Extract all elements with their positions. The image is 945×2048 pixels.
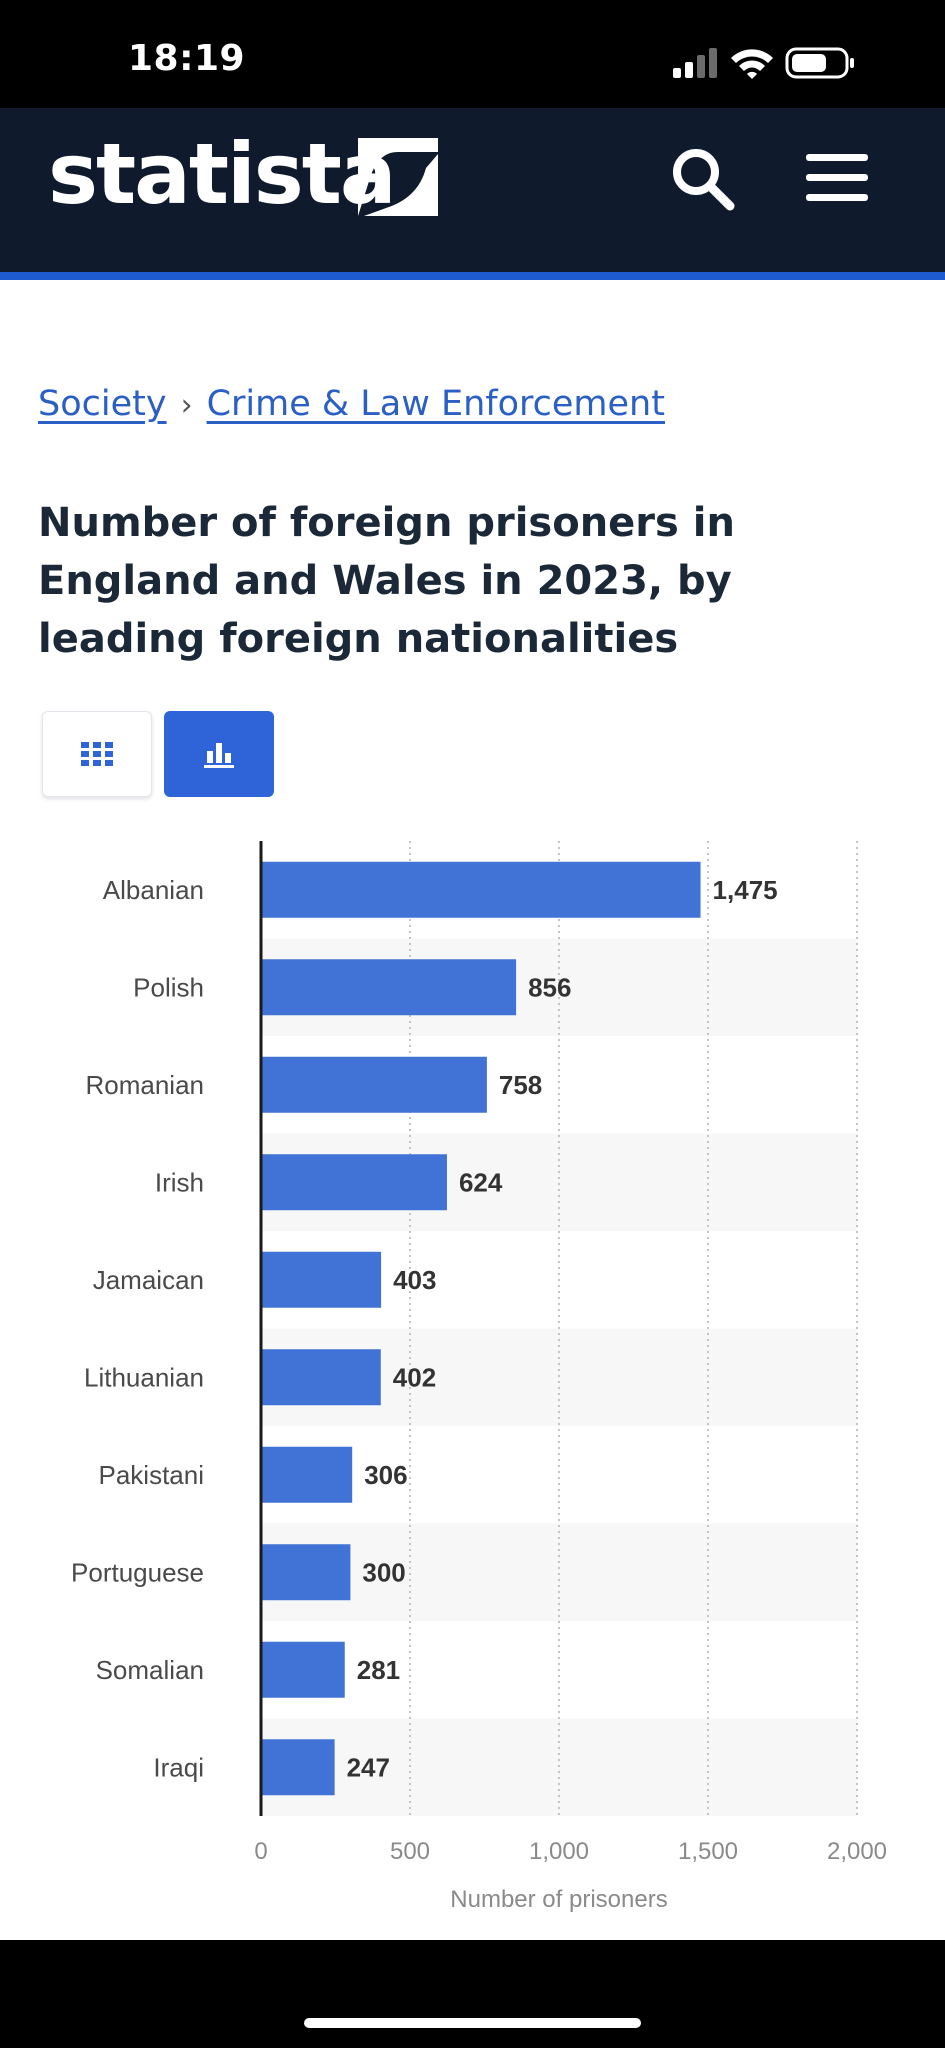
value-label: 402 (393, 1362, 436, 1392)
value-label: 758 (499, 1070, 542, 1100)
row-stripe (261, 1718, 857, 1816)
status-bar: 18:19 (0, 0, 945, 108)
category-label: Polish (133, 972, 204, 1002)
value-label: 856 (528, 972, 571, 1002)
category-label: Pakistani (99, 1460, 205, 1490)
category-label: Albanian (103, 875, 204, 905)
x-axis-title: Number of prisoners (450, 1886, 667, 1913)
statista-logo-icon[interactable] (358, 138, 438, 216)
breadcrumb-separator: › (180, 388, 193, 423)
bar (261, 861, 701, 918)
status-time: 18:19 (128, 38, 246, 79)
category-label: Jamaican (93, 1265, 204, 1295)
bar (261, 1251, 382, 1308)
bar (261, 1446, 353, 1503)
x-tick-label: 2,000 (827, 1838, 887, 1865)
value-label: 281 (357, 1655, 400, 1685)
battery-icon (785, 47, 854, 79)
status-icons (673, 47, 854, 79)
site-header: statista (0, 108, 945, 280)
bar (261, 1739, 335, 1796)
breadcrumb: Society › Crime & Law Enforcement (38, 384, 665, 424)
category-label: Portuguese (71, 1557, 204, 1587)
value-label: 1,475 (713, 875, 778, 905)
bar (261, 1056, 487, 1113)
chart-view-button[interactable] (164, 711, 274, 797)
x-tick-label: 1,000 (529, 1838, 589, 1865)
value-label: 403 (393, 1265, 436, 1295)
category-label: Lithuanian (84, 1362, 204, 1392)
category-label: Irish (155, 1167, 204, 1197)
grid-table-icon (81, 742, 113, 766)
page-title: Number of foreign prisoners in England a… (38, 500, 735, 662)
table-view-button[interactable] (42, 711, 152, 797)
value-label: 247 (347, 1752, 390, 1782)
breadcrumb-society-link[interactable]: Society (38, 384, 167, 424)
bar (261, 959, 517, 1016)
category-label: Romanian (85, 1070, 204, 1100)
home-indicator[interactable] (304, 2018, 641, 2028)
bar (261, 1641, 345, 1698)
value-label: 306 (364, 1460, 407, 1490)
value-label: 624 (459, 1167, 503, 1197)
statista-logo-text[interactable]: statista (48, 125, 397, 223)
bar (261, 1154, 447, 1211)
category-label: Iraqi (153, 1752, 204, 1782)
breadcrumb-crime-law-link[interactable]: Crime & Law Enforcement (206, 384, 665, 424)
bar-chart: Albanian 1,475 Polish 856 Romanian 758 Irish 62… (71, 841, 887, 1913)
x-tick-label: 1,500 (678, 1838, 738, 1865)
value-label: 300 (362, 1557, 405, 1587)
bottom-bar (0, 1940, 945, 2048)
bar (261, 1349, 381, 1406)
wifi-icon (731, 49, 773, 79)
category-label: Somalian (96, 1655, 204, 1685)
chart-container: Albanian 1,475 Polish 856 Romanian 758 Irish 62… (0, 830, 945, 1940)
search-icon[interactable] (670, 146, 736, 212)
hamburger-menu-icon[interactable] (806, 150, 872, 206)
x-tick-label: 500 (390, 1838, 430, 1865)
bar-chart-icon (204, 743, 234, 768)
signal-icon (673, 48, 717, 78)
bar (261, 1544, 351, 1601)
x-tick-label: 0 (254, 1838, 267, 1865)
